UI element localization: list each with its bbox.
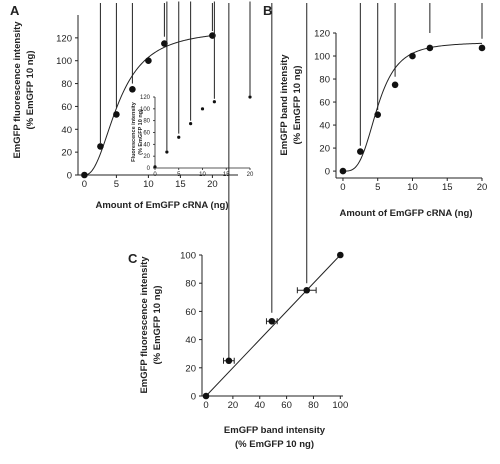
- x-tick-label: 5: [114, 179, 119, 190]
- x-tick-label: 20: [207, 179, 218, 190]
- y-axis-label-unit: (% EmGFP 10 ng): [292, 65, 303, 144]
- y-tick-label: 100: [314, 52, 330, 63]
- x-axis-label: EmGFP band intensity: [224, 425, 326, 436]
- x-tick-label: 0: [82, 179, 87, 190]
- y-tick-label: 80: [185, 279, 196, 290]
- y-tick-label: 20: [61, 148, 72, 159]
- y-tick-label: 80: [319, 75, 330, 86]
- data-point: [374, 111, 382, 119]
- x-tick-label: 0: [340, 182, 345, 193]
- fit-line: [205, 254, 341, 397]
- x-tick-label: 10: [407, 182, 418, 193]
- y-tick-label: 60: [319, 98, 330, 109]
- y-tick-label: 120: [140, 95, 151, 101]
- inset-y-label: Fluorescence intensity: [131, 101, 137, 162]
- y-tick-label: 0: [325, 167, 330, 178]
- x-tick-label: 100: [332, 400, 348, 411]
- data-point: [478, 44, 486, 52]
- y-axis-label-unit: (% EmGFP 10 ng): [152, 285, 163, 364]
- data-point: [145, 57, 152, 65]
- y-tick-label: 100: [140, 107, 151, 113]
- data-point: [202, 392, 210, 400]
- panel-b: B 0 5 10 15 20 0 20 40 60 80 100 120 Amount of EmGFP …: [263, 3, 488, 219]
- y-tick-label: 80: [61, 79, 72, 90]
- x-tick-label: 20: [228, 400, 239, 411]
- data-point: [339, 167, 347, 175]
- panel-letter: C: [128, 251, 138, 266]
- y-tick-label: 40: [143, 142, 150, 148]
- y-axis-label: EmGFP fluorescence intensity: [12, 21, 23, 159]
- data-point: [225, 357, 233, 365]
- x-tick-label: 15: [223, 172, 230, 178]
- inset-data-point: [189, 122, 193, 126]
- y-tick-label: 20: [143, 154, 150, 160]
- y-tick-label: 0: [67, 171, 72, 182]
- x-tick-label: 15: [175, 179, 186, 190]
- y-tick-label: 0: [147, 166, 151, 172]
- y-axis-label: EmGFP band intensity: [279, 54, 290, 156]
- inset-data-point: [200, 107, 205, 111]
- data-point: [303, 286, 311, 294]
- y-tick-label: 100: [180, 251, 196, 262]
- x-axis-label: Amount of EmGFP cRNA (ng): [96, 200, 229, 211]
- x-tick-label: 10: [143, 179, 154, 190]
- inset-y-label-unit: (% EmGFP 10 ng): [138, 109, 144, 155]
- data-point: [113, 111, 120, 118]
- y-tick-label: 120: [56, 33, 72, 44]
- x-tick-label: 20: [247, 172, 254, 178]
- data-point: [357, 148, 364, 155]
- y-tick-label: 40: [319, 121, 330, 132]
- panel-letter: A: [10, 3, 20, 18]
- y-tick-label: 20: [185, 363, 196, 374]
- y-tick-label: 0: [191, 392, 196, 403]
- data-point: [337, 251, 344, 259]
- y-tick-label: 60: [143, 131, 150, 137]
- y-tick-label: 80: [143, 119, 150, 125]
- y-tick-label: 100: [56, 56, 72, 67]
- data-point: [391, 81, 399, 89]
- x-tick-label: 0: [153, 172, 157, 178]
- x-tick-label: 10: [199, 172, 206, 178]
- x-axis-label: Amount of EmGFP cRNA (ng): [340, 208, 473, 219]
- inset-data-point: [248, 95, 252, 99]
- x-tick-label: 40: [254, 400, 265, 411]
- x-tick-label: 80: [308, 400, 319, 411]
- y-tick-label: 40: [61, 125, 72, 136]
- data-point: [97, 143, 104, 150]
- x-tick-label: 60: [281, 400, 292, 411]
- inset-data-point: [212, 100, 216, 104]
- inset-data-point: [153, 165, 157, 169]
- x-tick-label: 15: [442, 182, 453, 193]
- data-point: [426, 44, 434, 52]
- x-tick-label: 0: [203, 400, 208, 411]
- y-tick-label: 60: [61, 102, 72, 113]
- inset-data-point: [165, 150, 169, 154]
- inset-data-point: [177, 135, 181, 139]
- panel-letter: B: [263, 3, 272, 18]
- data-point: [129, 85, 136, 93]
- fit-curve: [342, 42, 483, 172]
- y-tick-label: 20: [319, 144, 330, 155]
- data-point: [161, 40, 168, 47]
- y-tick-label: 40: [185, 335, 196, 346]
- x-axis-label-unit: (% EmGFP 10 ng): [235, 439, 314, 450]
- y-tick-label: 120: [314, 29, 330, 40]
- x-tick-label: 5: [177, 172, 181, 178]
- y-axis-label-unit: (% EmGFP 10 ng): [25, 50, 36, 129]
- y-tick-label: 60: [185, 307, 196, 318]
- x-tick-label: 5: [375, 182, 380, 193]
- data-point: [81, 171, 88, 179]
- data-point: [409, 52, 416, 60]
- data-point: [268, 317, 276, 325]
- y-axis-label: EmGFP fluorescence intensity: [139, 256, 150, 394]
- x-tick-label: 20: [477, 182, 488, 193]
